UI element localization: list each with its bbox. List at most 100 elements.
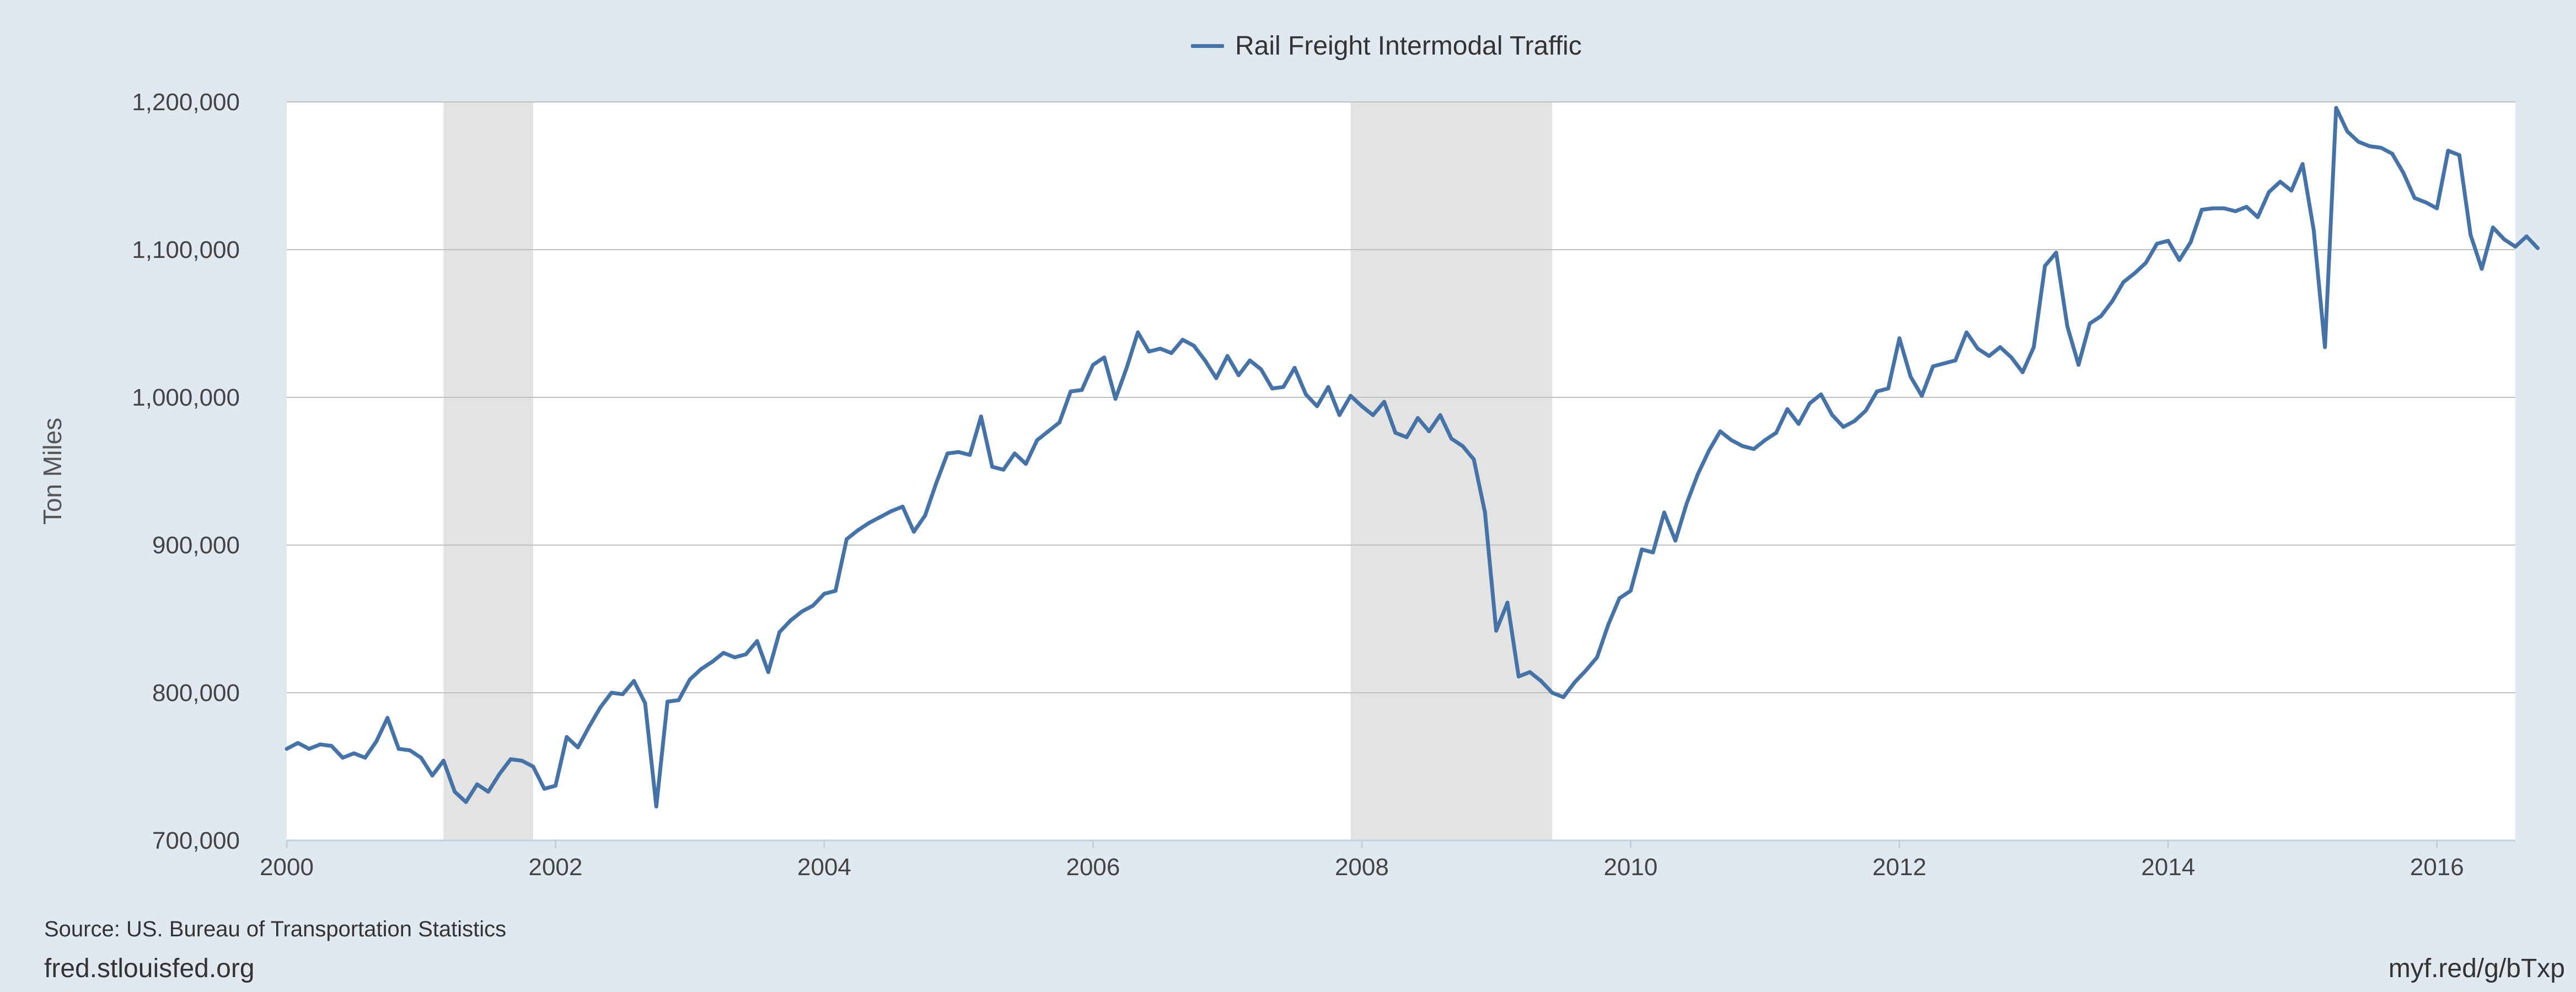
data-point (2233, 209, 2237, 213)
data-point (688, 677, 692, 682)
data-point (710, 660, 715, 664)
data-point (900, 504, 905, 509)
data-point (2536, 246, 2540, 250)
data-point (1046, 429, 1050, 434)
data-point (643, 701, 647, 705)
x-tick-label: 2010 (1603, 854, 1657, 881)
data-point (923, 513, 927, 517)
data-point (1483, 510, 1487, 515)
legend-label: Rail Freight Intermodal Traffic (1235, 31, 1582, 61)
x-axis-ticks: 2000 2002 2004 2006 2008 2010 2012 2014 2016 (260, 840, 2464, 881)
data-point (475, 782, 479, 786)
data-point (1303, 392, 1308, 397)
data-point (1595, 655, 1599, 660)
gridlines (287, 101, 2515, 693)
data-point (1853, 419, 1857, 423)
data-point (1684, 502, 1689, 506)
x-tick-label: 2008 (1335, 854, 1389, 881)
data-point (1573, 680, 1577, 684)
data-point (318, 742, 323, 747)
data-point (1886, 386, 1891, 391)
legend[interactable]: Rail Freight Intermodal Traffic (1191, 26, 1582, 65)
data-point (1158, 347, 1162, 351)
data-point (1449, 436, 1453, 441)
data-point (1584, 668, 1588, 673)
data-point (1091, 363, 1095, 367)
data-point (1550, 691, 1554, 695)
data-point (878, 515, 882, 519)
recession-shading (443, 102, 1553, 840)
data-point (565, 735, 569, 739)
data-point (363, 756, 367, 760)
data-point (1001, 467, 1006, 472)
data-point (1741, 444, 1745, 448)
x-tick-label: 2014 (2141, 854, 2195, 881)
data-point (1774, 430, 1778, 435)
data-point (2245, 204, 2248, 209)
data-point (2199, 208, 2204, 212)
data-point (1841, 425, 1845, 429)
data-point (1617, 596, 1622, 600)
series-line-rail-freight-intermodal (285, 106, 2540, 808)
data-point (1628, 589, 1633, 593)
data-point (1819, 392, 1823, 397)
data-point (1012, 451, 1017, 456)
data-point (1382, 400, 1386, 404)
data-point (777, 630, 782, 634)
y-tick-label: 800,000 (152, 680, 240, 707)
short-link[interactable]: myf.red/g/bTxp (2388, 954, 2565, 983)
data-point (352, 751, 356, 756)
data-point (968, 453, 972, 457)
data-point (1326, 385, 1330, 389)
data-point (1058, 420, 1061, 425)
data-point (1942, 361, 1946, 365)
data-point (1673, 538, 1678, 543)
data-point (1337, 413, 1341, 417)
data-point (1404, 435, 1409, 439)
data-point (1729, 438, 1734, 443)
legend-swatch (1191, 44, 1224, 48)
data-point (2524, 234, 2529, 239)
data-point (1169, 351, 1174, 355)
data-point (788, 618, 793, 623)
data-point (2043, 264, 2047, 268)
data-point (833, 589, 838, 593)
y-tick-label: 1,200,000 (132, 89, 240, 116)
data-point (1147, 349, 1151, 354)
data-point (1505, 601, 1510, 605)
x-tick-label: 2012 (1872, 854, 1926, 881)
data-point (1718, 429, 1722, 434)
data-point (2188, 240, 2193, 245)
data-point (587, 725, 591, 729)
data-point (1830, 413, 1834, 417)
data-point (1203, 358, 1207, 363)
x-tick-label: 2016 (2410, 854, 2464, 881)
data-point (2278, 180, 2282, 184)
data-point (677, 698, 681, 702)
data-point (2256, 215, 2260, 219)
data-point (1080, 388, 1084, 392)
data-point (1987, 354, 1991, 358)
data-point (1796, 422, 1801, 426)
data-point (1281, 385, 1286, 389)
data-point (2121, 280, 2126, 284)
data-point (1528, 670, 1532, 674)
data-point (1113, 397, 1118, 401)
data-point (2155, 241, 2159, 246)
data-point (2390, 152, 2395, 156)
source-note: Source: US. Bureau of Transportation Sta… (44, 917, 507, 941)
data-point (2132, 271, 2137, 276)
site-link[interactable]: fred.stlouisfed.org (44, 954, 255, 983)
data-point (2311, 228, 2316, 233)
data-point (1640, 547, 1644, 552)
data-point (2480, 267, 2484, 271)
data-point (1315, 404, 1319, 408)
data-point (1270, 386, 1274, 391)
data-point (531, 764, 535, 769)
data-point (666, 699, 670, 704)
data-point (1976, 347, 1980, 351)
data-point (2009, 355, 2014, 360)
data-point (1785, 407, 1790, 411)
data-point (1920, 393, 1924, 398)
